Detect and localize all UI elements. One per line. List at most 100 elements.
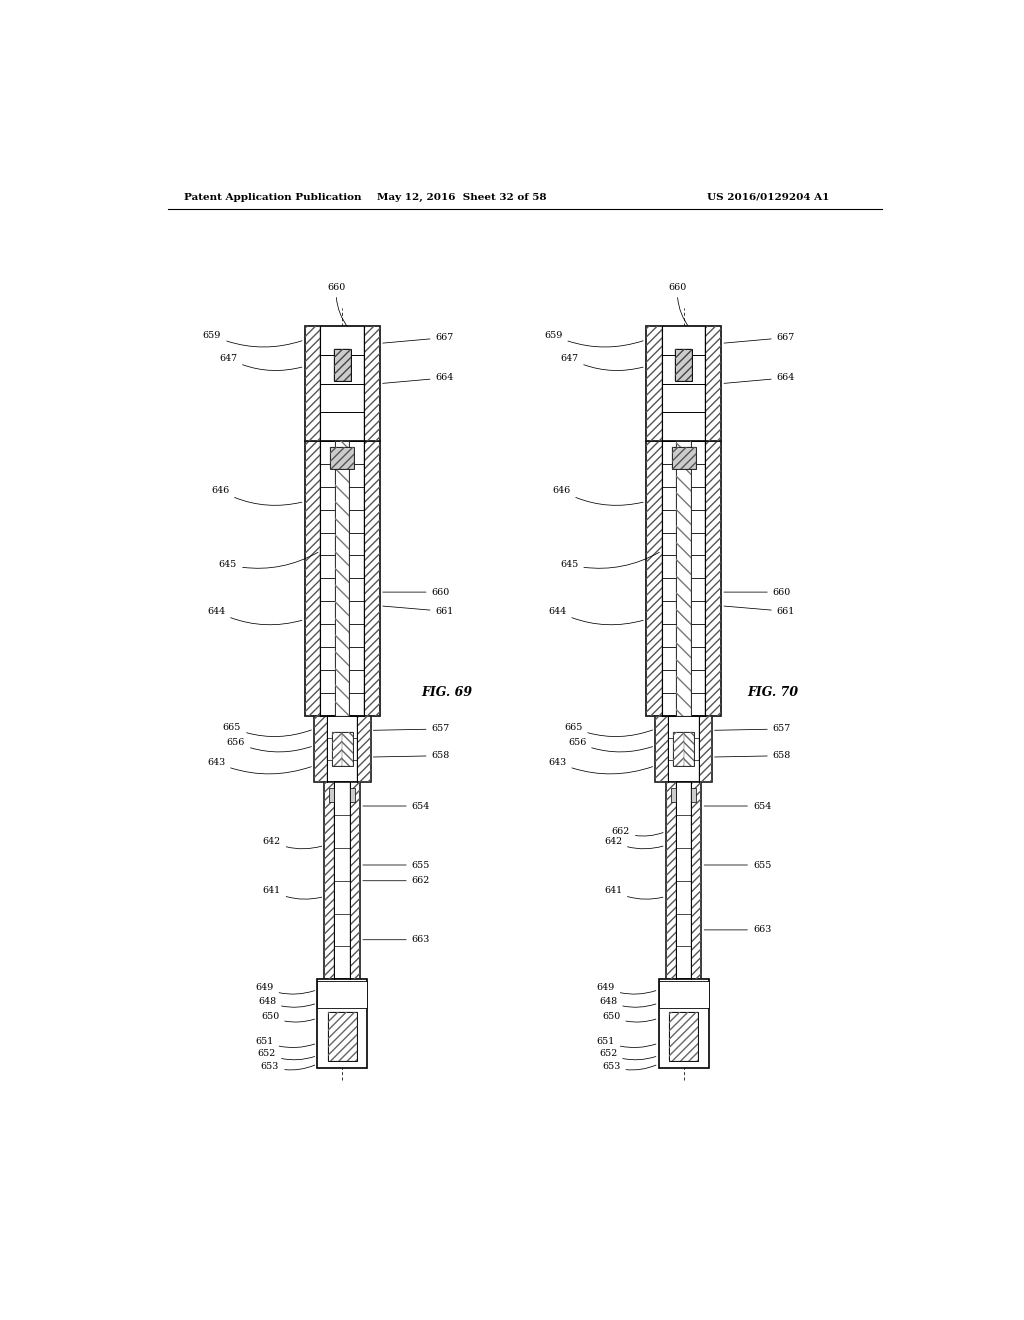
- Text: Patent Application Publication: Patent Application Publication: [183, 193, 361, 202]
- Text: 652: 652: [258, 1049, 314, 1060]
- Text: 649: 649: [255, 983, 314, 994]
- Text: 662: 662: [611, 828, 664, 836]
- Bar: [342, 733, 353, 766]
- Text: 656: 656: [568, 738, 652, 752]
- Bar: [691, 788, 696, 803]
- Text: 665: 665: [222, 723, 311, 737]
- Text: 664: 664: [724, 374, 795, 383]
- Text: 667: 667: [724, 333, 795, 343]
- Text: FIG. 70: FIG. 70: [746, 685, 798, 698]
- Text: 658: 658: [374, 751, 450, 760]
- Bar: [655, 715, 669, 783]
- Text: 661: 661: [383, 606, 454, 616]
- Text: 663: 663: [362, 935, 430, 944]
- Text: 660: 660: [724, 587, 792, 597]
- Bar: [706, 441, 721, 715]
- Text: 664: 664: [383, 374, 454, 383]
- Text: 660: 660: [669, 282, 689, 327]
- Text: 654: 654: [705, 801, 771, 810]
- Bar: [658, 981, 709, 1007]
- Text: 656: 656: [226, 738, 311, 752]
- Text: 660: 660: [383, 587, 450, 597]
- Bar: [328, 1012, 357, 1061]
- Bar: [671, 788, 676, 803]
- Bar: [335, 441, 349, 715]
- Text: 651: 651: [597, 1038, 656, 1048]
- Text: 667: 667: [383, 333, 454, 343]
- Text: US 2016/0129204 A1: US 2016/0129204 A1: [708, 193, 829, 202]
- Bar: [365, 326, 380, 441]
- Bar: [334, 348, 351, 381]
- Text: 658: 658: [715, 751, 792, 760]
- Bar: [698, 715, 712, 783]
- Bar: [666, 783, 701, 979]
- Text: 646: 646: [211, 486, 302, 506]
- Text: 657: 657: [715, 725, 792, 734]
- Text: 650: 650: [602, 1012, 656, 1022]
- Bar: [332, 733, 353, 766]
- Bar: [655, 715, 712, 783]
- Bar: [304, 326, 321, 441]
- Text: 648: 648: [258, 997, 314, 1007]
- Bar: [669, 1012, 698, 1061]
- Bar: [304, 441, 380, 715]
- Bar: [334, 348, 351, 381]
- Bar: [673, 733, 684, 766]
- Bar: [330, 788, 334, 803]
- Text: 665: 665: [564, 723, 652, 737]
- Bar: [331, 446, 354, 469]
- Bar: [706, 326, 721, 441]
- Text: 659: 659: [544, 331, 643, 347]
- Bar: [335, 441, 349, 715]
- Text: 643: 643: [207, 758, 311, 774]
- Bar: [669, 1012, 698, 1061]
- Bar: [350, 783, 360, 979]
- Bar: [677, 441, 690, 715]
- Bar: [328, 1012, 357, 1061]
- Bar: [658, 979, 709, 1068]
- Text: 646: 646: [552, 486, 643, 506]
- Bar: [691, 783, 701, 979]
- Bar: [646, 441, 721, 715]
- Bar: [646, 441, 662, 715]
- Text: 648: 648: [599, 997, 656, 1007]
- Bar: [332, 733, 342, 766]
- Text: 657: 657: [374, 725, 450, 734]
- Text: 659: 659: [203, 331, 302, 347]
- Text: 662: 662: [362, 876, 430, 886]
- Text: 645: 645: [219, 552, 318, 569]
- Bar: [357, 715, 371, 783]
- Text: FIG. 69: FIG. 69: [422, 685, 473, 698]
- Bar: [672, 446, 695, 469]
- Text: 645: 645: [560, 552, 659, 569]
- Text: 655: 655: [705, 861, 771, 870]
- Text: 649: 649: [597, 983, 656, 994]
- Bar: [331, 446, 354, 469]
- Bar: [317, 979, 368, 1068]
- Text: 650: 650: [261, 1012, 314, 1022]
- Bar: [325, 783, 334, 979]
- Bar: [350, 788, 355, 803]
- Text: 654: 654: [362, 801, 430, 810]
- Text: 642: 642: [604, 837, 663, 849]
- Text: 663: 663: [705, 925, 771, 935]
- Text: 641: 641: [262, 886, 322, 899]
- Text: 653: 653: [261, 1061, 314, 1071]
- Text: May 12, 2016  Sheet 32 of 58: May 12, 2016 Sheet 32 of 58: [377, 193, 546, 202]
- Bar: [314, 715, 371, 783]
- Bar: [646, 326, 662, 441]
- Text: 643: 643: [548, 758, 652, 774]
- Bar: [317, 981, 368, 1007]
- Bar: [672, 446, 695, 469]
- Text: 644: 644: [207, 607, 302, 624]
- Bar: [673, 733, 694, 766]
- Text: 647: 647: [219, 354, 302, 371]
- Text: 641: 641: [604, 886, 663, 899]
- Text: 651: 651: [255, 1038, 314, 1048]
- Text: 661: 661: [724, 606, 795, 616]
- Text: 653: 653: [602, 1061, 656, 1071]
- Bar: [304, 326, 380, 441]
- Bar: [365, 441, 380, 715]
- Bar: [314, 715, 328, 783]
- Bar: [684, 733, 694, 766]
